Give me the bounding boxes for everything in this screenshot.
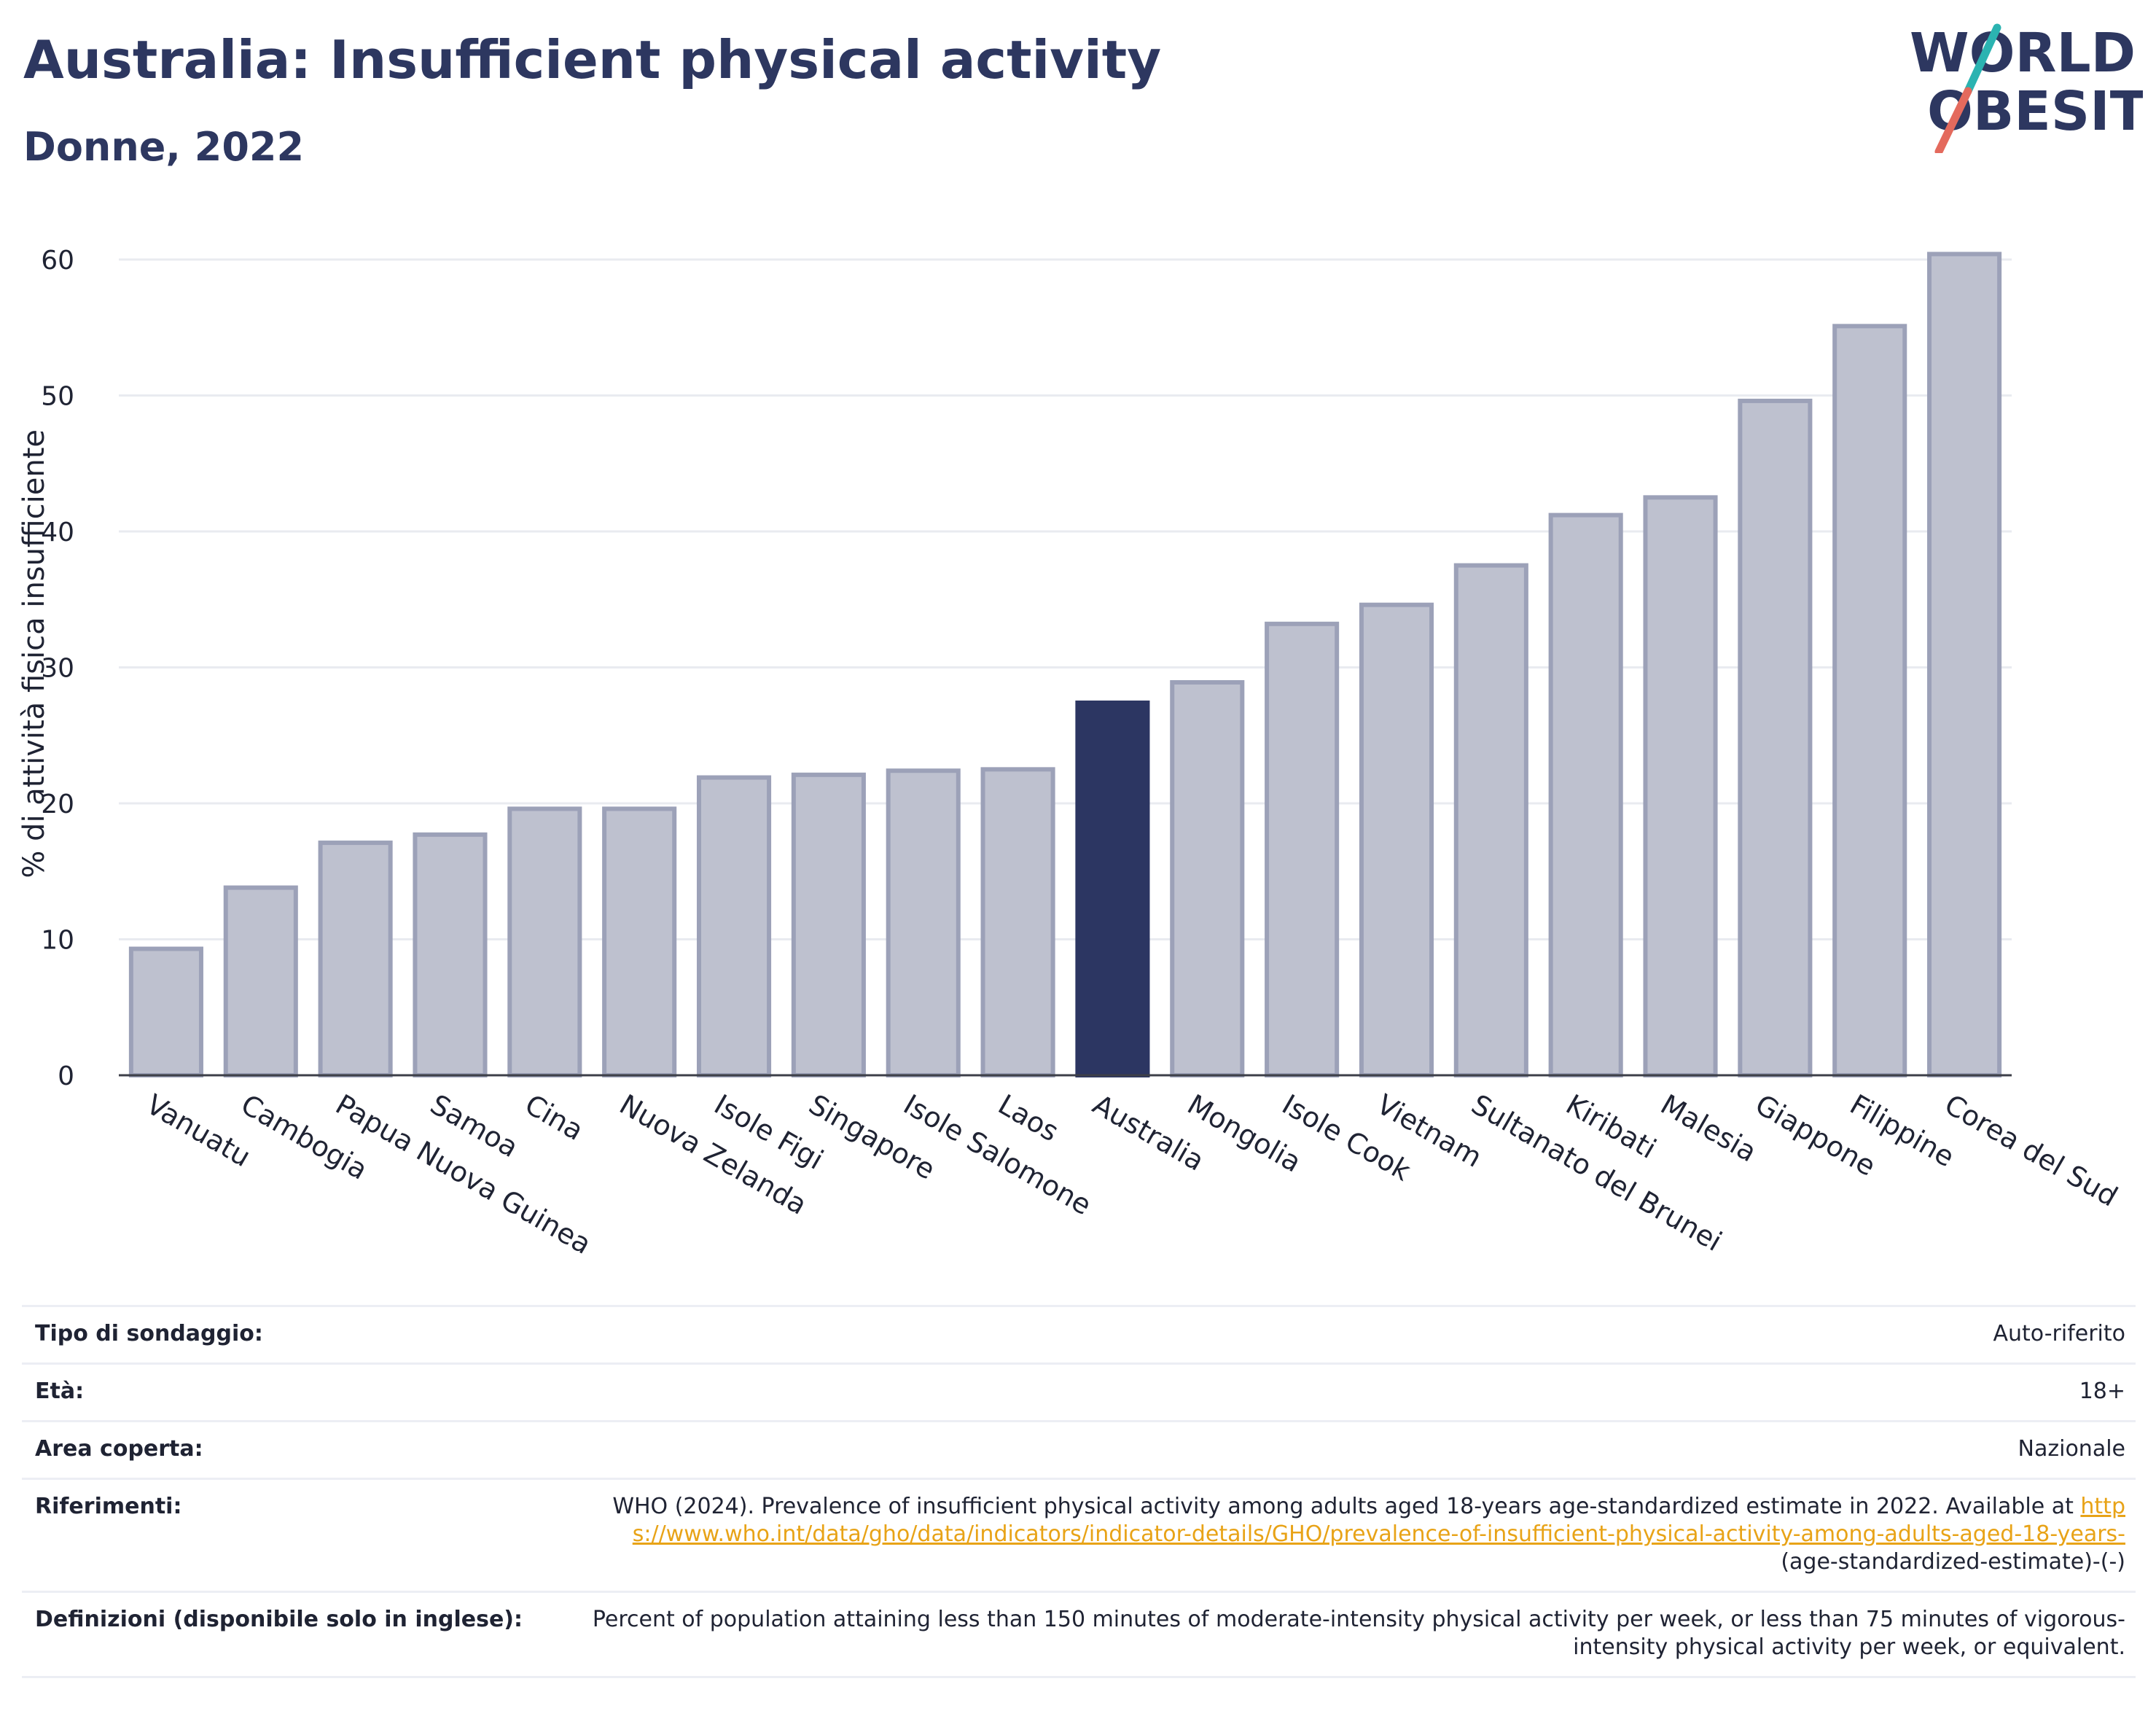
bar-cina[interactable] bbox=[507, 806, 582, 1077]
chart-subtitle: Donne, 2022 bbox=[23, 124, 305, 170]
metadata-row: Riferimenti: WHO (2024). Prevalence of in… bbox=[22, 1478, 2136, 1593]
metadata-value: WHO (2024). Prevalence of insufficient p… bbox=[589, 1478, 2136, 1593]
logo-text-world: WORLD bbox=[1910, 22, 2136, 85]
metadata-value-text: Percent of population attaining less tha… bbox=[592, 1607, 2125, 1660]
bar-laos[interactable] bbox=[980, 767, 1055, 1077]
y-tick-label: 50 bbox=[41, 381, 74, 411]
bar-vanuatu[interactable] bbox=[128, 946, 203, 1077]
bar-corea-del-sud[interactable] bbox=[1927, 252, 2002, 1077]
bar-sultanato-del-brunei[interactable] bbox=[1453, 563, 1528, 1078]
bar-mongolia[interactable] bbox=[1170, 679, 1245, 1077]
metadata-key: Area coperta: bbox=[22, 1420, 589, 1480]
y-tick-label: 10 bbox=[41, 925, 74, 955]
bar-cambogia[interactable] bbox=[223, 885, 298, 1077]
metadata-key: Tipo di sondaggio: bbox=[22, 1305, 589, 1365]
x-tick-label: Corea del Sud bbox=[1940, 1088, 2123, 1213]
metadata-row: Età: 18+ bbox=[22, 1362, 2136, 1422]
bar-kiribati[interactable] bbox=[1548, 512, 1623, 1078]
metadata-value: 18+ bbox=[589, 1362, 2136, 1422]
metadata-value: Nazionale bbox=[589, 1420, 2136, 1480]
y-tick-label: 60 bbox=[41, 246, 74, 276]
y-tick-label: 20 bbox=[41, 789, 74, 819]
logo-slash-coral bbox=[1934, 87, 1972, 153]
bar-papua-nuova-guinea[interactable] bbox=[318, 841, 393, 1077]
bar-isole-salomone[interactable] bbox=[886, 768, 961, 1077]
metadata-row: Definizioni (disponibile solo in inglese… bbox=[22, 1591, 2136, 1678]
x-tick-label: Laos bbox=[993, 1088, 1064, 1148]
bar-australia[interactable] bbox=[1075, 700, 1150, 1077]
bar-singapore[interactable] bbox=[791, 772, 866, 1077]
logo-text-obesity: OBESITY bbox=[1927, 80, 2143, 143]
x-tick-label: Cina bbox=[520, 1088, 589, 1147]
metadata-value: Auto-riferito bbox=[589, 1305, 2136, 1365]
metadata-key: Età: bbox=[22, 1362, 589, 1422]
metadata-value: Percent of population attaining less tha… bbox=[589, 1591, 2136, 1678]
logo-slash-teal bbox=[1964, 23, 2001, 95]
grid-lines bbox=[119, 258, 2012, 940]
bar-giappone[interactable] bbox=[1738, 398, 1813, 1077]
metadata-value-text: 18+ bbox=[2079, 1379, 2125, 1404]
bar-samoa[interactable] bbox=[413, 832, 488, 1078]
bar-nuova-zelanda[interactable] bbox=[602, 806, 677, 1077]
metadata-value-text: Nazionale bbox=[2018, 1436, 2125, 1462]
chart-title: Australia: Insufficient physical activit… bbox=[23, 29, 1162, 90]
reference-suffix: (age-standardized-estimate)-(-) bbox=[1781, 1549, 2125, 1575]
bars bbox=[128, 252, 2002, 1078]
metadata-value-text: WHO (2024). Prevalence of insufficient p… bbox=[612, 1494, 2074, 1519]
metadata-row: Tipo di sondaggio: Auto-riferito bbox=[22, 1305, 2136, 1365]
metadata-key: Riferimenti: bbox=[22, 1478, 589, 1593]
bar-isole-figi[interactable] bbox=[696, 775, 772, 1077]
bar-isole-cook[interactable] bbox=[1265, 621, 1340, 1077]
y-tick-label: 0 bbox=[58, 1061, 74, 1091]
world-obesity-logo: WORLD OBESITY bbox=[1910, 22, 2143, 153]
x-tick-label: Malesia bbox=[1655, 1088, 1762, 1169]
metadata-value-text: Auto-riferito bbox=[1993, 1321, 2125, 1346]
metadata-key: Definizioni (disponibile solo in inglese… bbox=[22, 1591, 589, 1678]
bar-filippine[interactable] bbox=[1832, 324, 1907, 1077]
metadata-row: Area coperta: Nazionale bbox=[22, 1420, 2136, 1480]
metadata-table: Tipo di sondaggio: Auto-riferito Età: 18+ Ar… bbox=[22, 1305, 2136, 1678]
bar-vietnam[interactable] bbox=[1359, 602, 1434, 1077]
x-tick-label: Vanuatu bbox=[141, 1088, 256, 1173]
y-tick-label: 40 bbox=[41, 518, 74, 547]
y-axis-label: % di attività fisica insufficiente bbox=[17, 429, 51, 878]
bar-malesia[interactable] bbox=[1643, 495, 1718, 1078]
reference-link[interactable]: https://www.who.int/data/gho/data/indica… bbox=[632, 1494, 2125, 1547]
y-tick-label: 30 bbox=[41, 653, 74, 683]
